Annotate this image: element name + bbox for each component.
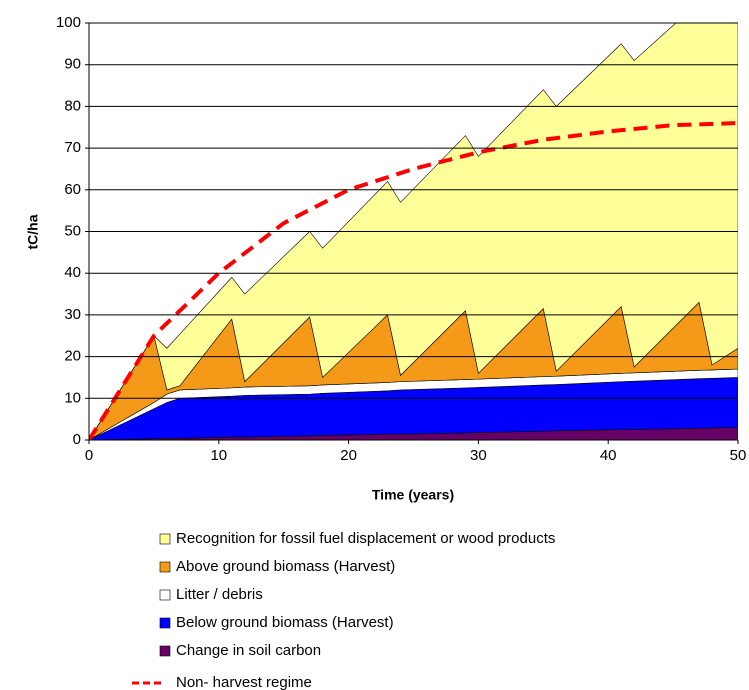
y-tick-label: 100 [56,14,81,31]
legend-label: Recognition for fossil fuel displacement… [176,530,555,547]
legend-swatch [159,645,171,657]
legend-label: Change in soil carbon [176,642,321,659]
legend-swatch [159,589,171,601]
x-tick-label: 0 [85,447,93,464]
y-tick-label: 70 [64,139,81,156]
x-tick-label: 20 [340,447,357,464]
y-tick-label: 80 [64,97,81,114]
plot-area [89,23,738,440]
y-tick-label: 20 [64,348,81,365]
legend-swatch [159,617,171,629]
legend-label: Non- harvest regime [176,674,312,690]
legend-label: Litter / debris [176,586,263,603]
y-tick-label: 60 [64,181,81,198]
line [89,121,738,440]
x-tick-label: 30 [470,447,487,464]
y-tick-label: 0 [73,431,81,448]
y-tick-label: 90 [64,56,81,73]
y-tick-label: 30 [64,306,81,323]
legend-swatch [159,561,171,573]
legend-swatch [159,533,171,545]
x-tick-label: 50 [730,447,747,464]
x-tick-label: 40 [600,447,617,464]
y-tick-label: 50 [64,222,81,239]
y-tick-label: 40 [64,264,81,281]
legend-label: Below ground biomass (Harvest) [176,614,394,631]
y-tick-label: 10 [64,389,81,406]
y-axis-title: tC/ha [25,214,41,249]
legend-label: Above ground biomass (Harvest) [176,558,395,575]
x-axis-title: Time (years) [372,487,454,503]
x-tick-label: 10 [210,447,227,464]
